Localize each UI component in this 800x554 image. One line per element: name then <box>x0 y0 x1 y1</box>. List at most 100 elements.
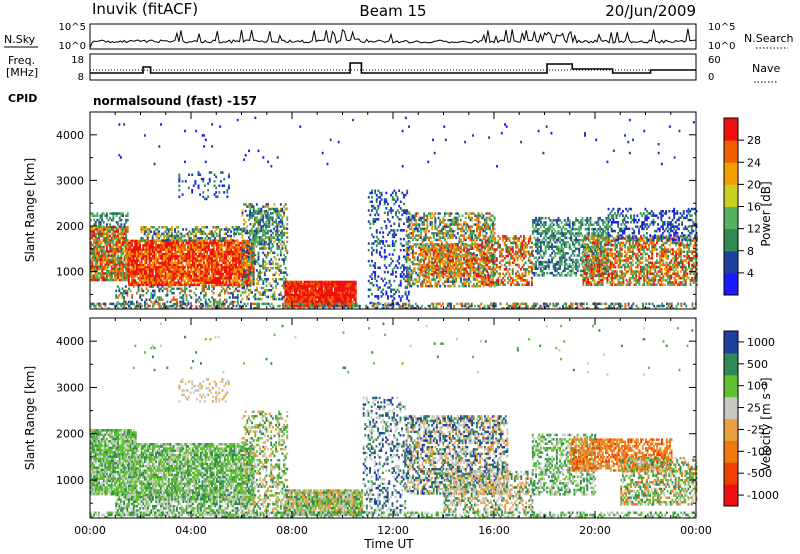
heatmap-cell <box>203 287 206 290</box>
heatmap-cell <box>346 302 349 306</box>
heatmap-cell <box>403 277 405 280</box>
heatmap-cell <box>96 226 99 229</box>
heatmap-cell <box>252 231 255 235</box>
heatmap-cell <box>287 287 290 290</box>
heatmap-cell <box>271 218 274 222</box>
heatmap-cell <box>215 263 218 267</box>
heatmap-cell <box>236 285 239 288</box>
heatmap-cell <box>431 284 434 288</box>
heatmap-cell <box>107 254 110 258</box>
heatmap-cell <box>122 234 124 238</box>
heatmap-cell <box>335 280 338 284</box>
heatmap-cell <box>174 228 176 231</box>
heatmap-cell <box>279 249 282 252</box>
heatmap-cell <box>145 228 148 231</box>
heatmap-cell <box>283 260 285 263</box>
heatmap-cell <box>223 257 226 260</box>
heatmap-cell <box>195 252 197 256</box>
heatmap-cell <box>129 239 132 243</box>
heatmap-cell <box>96 261 99 264</box>
heatmap-cell <box>252 245 255 248</box>
heatmap-cell <box>393 202 396 206</box>
heatmap-cell <box>212 279 215 282</box>
heatmap-cell <box>214 252 217 256</box>
heatmap-cell <box>225 244 228 247</box>
heatmap-cell <box>140 237 143 240</box>
heatmap-cell <box>283 205 285 208</box>
heatmap-cell <box>166 232 168 236</box>
heatmap-cell <box>90 265 92 269</box>
heatmap-cell <box>174 248 177 251</box>
heatmap-cell <box>371 191 373 195</box>
heatmap-cell <box>345 285 348 288</box>
heatmap-cell <box>265 267 268 270</box>
heatmap-cell <box>215 266 218 269</box>
heatmap-cell <box>340 298 343 301</box>
heatmap-cell <box>322 302 325 306</box>
heatmap-cell <box>115 230 118 233</box>
heatmap-cell <box>231 250 234 254</box>
heatmap-cell <box>154 234 157 238</box>
heatmap-cell <box>401 213 404 217</box>
heatmap-cell <box>203 281 205 284</box>
heatmap-cell <box>218 234 221 238</box>
heatmap-cell <box>156 230 159 233</box>
heatmap-cell <box>203 279 205 282</box>
heatmap-cell <box>244 242 247 246</box>
heatmap-cell <box>193 277 196 280</box>
heatmap-cell <box>439 223 442 226</box>
heatmap-cell <box>166 259 169 262</box>
heatmap-cell <box>204 241 207 245</box>
heatmap-cell <box>279 242 282 246</box>
heatmap-cell <box>106 226 108 229</box>
heatmap-cell <box>351 291 354 295</box>
heatmap-cell <box>158 274 161 278</box>
heatmap-cell <box>259 218 261 222</box>
heatmap-cell <box>204 232 207 236</box>
heatmap-cell <box>322 291 325 295</box>
heatmap-cell <box>123 230 126 233</box>
heatmap-cell <box>375 284 378 287</box>
heatmap-cell <box>139 277 141 280</box>
heatmap-cell <box>112 265 115 269</box>
heatmap-cell <box>251 229 253 233</box>
heatmap-cell <box>201 237 204 240</box>
heatmap-cell <box>268 243 271 246</box>
heatmap-cell <box>247 251 250 255</box>
heatmap-cell <box>243 245 245 248</box>
heatmap-cell <box>99 259 102 262</box>
heatmap-cell <box>330 298 333 301</box>
heatmap-cell <box>171 263 173 267</box>
heatmap-cell <box>383 270 386 274</box>
heatmap-cell <box>377 189 380 192</box>
heatmap-cell <box>163 252 165 256</box>
heatmap-cell <box>94 243 97 247</box>
heatmap-cell <box>91 259 94 262</box>
heatmap-cell <box>98 228 100 231</box>
heatmap-cell <box>207 277 210 280</box>
heatmap-cell <box>132 274 135 278</box>
heatmap-cell <box>410 278 413 281</box>
heatmap-cell <box>230 291 233 295</box>
heatmap-cell <box>112 252 115 255</box>
heatmap-cell <box>461 227 464 231</box>
heatmap-cell <box>233 268 236 271</box>
heatmap-cell <box>415 271 418 275</box>
heatmap-cell <box>283 209 285 213</box>
heatmap-cell <box>125 263 128 266</box>
heatmap-cell <box>308 282 311 286</box>
heatmap-cell <box>275 258 277 261</box>
heatmap-cell <box>218 230 221 233</box>
heatmap-cell <box>223 261 226 265</box>
heatmap-cell <box>369 264 372 267</box>
heatmap-cell <box>371 292 373 296</box>
heatmap-cell <box>343 289 346 292</box>
heatmap-cell <box>235 283 237 287</box>
heatmap-cell <box>426 214 429 217</box>
heatmap-cell <box>398 290 401 294</box>
heatmap-cell <box>94 248 97 251</box>
heatmap-cell <box>246 277 249 280</box>
heatmap-cell <box>321 300 324 303</box>
heatmap-cell <box>211 281 213 284</box>
heatmap-cell <box>391 215 394 219</box>
